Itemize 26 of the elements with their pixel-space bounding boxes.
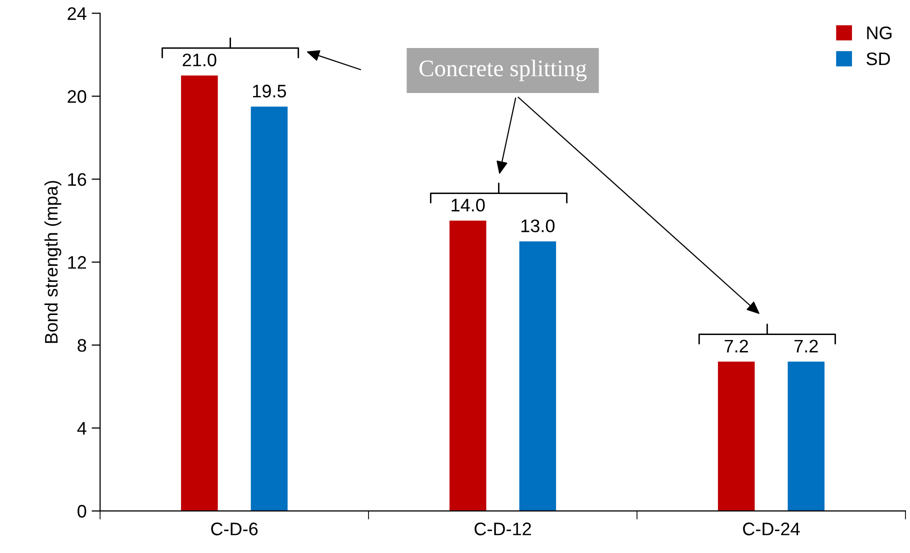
y-tick-label: 8 (78, 339, 86, 352)
bar (181, 75, 218, 511)
data-label: 14.0 (452, 198, 485, 212)
data-label: 13.0 (521, 219, 555, 232)
y-tick-label: 16 (68, 173, 86, 186)
y-tick-label: 4 (77, 422, 86, 435)
bar (788, 362, 825, 511)
data-label: 21.0 (182, 54, 216, 66)
y-axis-title: Bond strength (mpa) (44, 180, 62, 343)
data-label: 19.5 (253, 84, 286, 98)
legend-label: NG (867, 26, 892, 40)
y-tick-label: 20 (68, 90, 86, 103)
bar (250, 106, 288, 511)
data-label: 7.2 (794, 340, 818, 352)
legend-label: SD (866, 52, 890, 66)
x-tick-label: C-D-6 (211, 522, 258, 536)
data-label: 7.2 (724, 340, 748, 352)
y-tick-label: 12 (68, 256, 86, 269)
bar (718, 362, 755, 511)
y-tick-label: 0 (78, 504, 86, 518)
y-tick-label: 24 (68, 7, 86, 20)
bar (519, 241, 556, 511)
annotation: Concrete splitting (419, 60, 587, 82)
x-tick-label: C-D-12 (474, 522, 531, 536)
bar (449, 220, 486, 511)
x-tick-label: C-D-24 (743, 522, 800, 536)
